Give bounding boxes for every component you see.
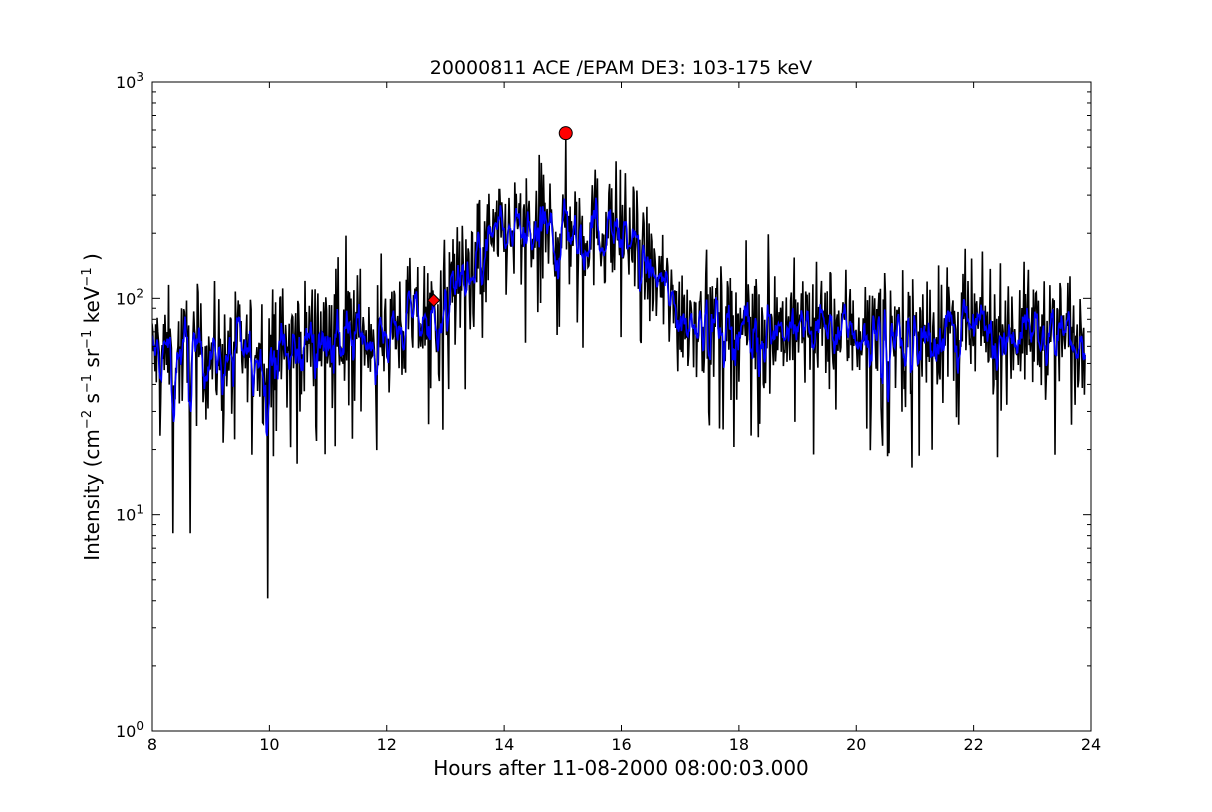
plot-area xyxy=(152,126,1086,599)
onset-marker xyxy=(426,293,441,307)
y-axis-title-sr: sr xyxy=(80,348,104,374)
chart-title: 20000811 ACE /EPAM DE3: 103-175 keV xyxy=(430,57,812,79)
x-tick-label: 8 xyxy=(147,735,157,754)
y-axis-title-suffix: ) xyxy=(80,253,104,267)
y-tick-label: 100 xyxy=(116,719,144,741)
y-axis-title-prefix: Intensity (cm xyxy=(80,429,104,561)
y-axis-title-s: s xyxy=(80,393,104,410)
y-axis-title-exp-sr: −1 xyxy=(80,330,95,349)
series-smoothed-line xyxy=(152,197,1086,437)
x-axis-title: Hours after 11-08-2000 08:00:03.000 xyxy=(433,756,809,780)
y-tick-label: 103 xyxy=(116,70,144,92)
y-axis-title-kev: keV xyxy=(80,286,104,330)
x-tick-label: 14 xyxy=(494,735,514,754)
x-tick-label: 10 xyxy=(259,735,279,754)
y-tick-label: 101 xyxy=(116,503,144,525)
peak-marker xyxy=(558,126,573,141)
y-axis: 100 101 102 103 xyxy=(116,70,1091,741)
y-axis-title-exp-kev: −1 xyxy=(80,267,95,286)
y-tick-label: 102 xyxy=(116,286,144,308)
y-axis-title-exp-s: −1 xyxy=(80,374,95,393)
x-tick-label: 20 xyxy=(846,735,866,754)
x-tick-label: 16 xyxy=(611,735,631,754)
x-axis: 8 10 12 14 16 18 20 22 24 xyxy=(147,82,1101,754)
x-tick-label: 18 xyxy=(729,735,749,754)
y-axis-title-exp-cm: −2 xyxy=(80,410,95,429)
y-axis-title: Intensity (cm−2 s−1 sr−1 keV−1 ) xyxy=(80,253,104,561)
x-tick-label: 12 xyxy=(377,735,397,754)
x-tick-label: 22 xyxy=(963,735,983,754)
x-tick-label: 24 xyxy=(1081,735,1101,754)
